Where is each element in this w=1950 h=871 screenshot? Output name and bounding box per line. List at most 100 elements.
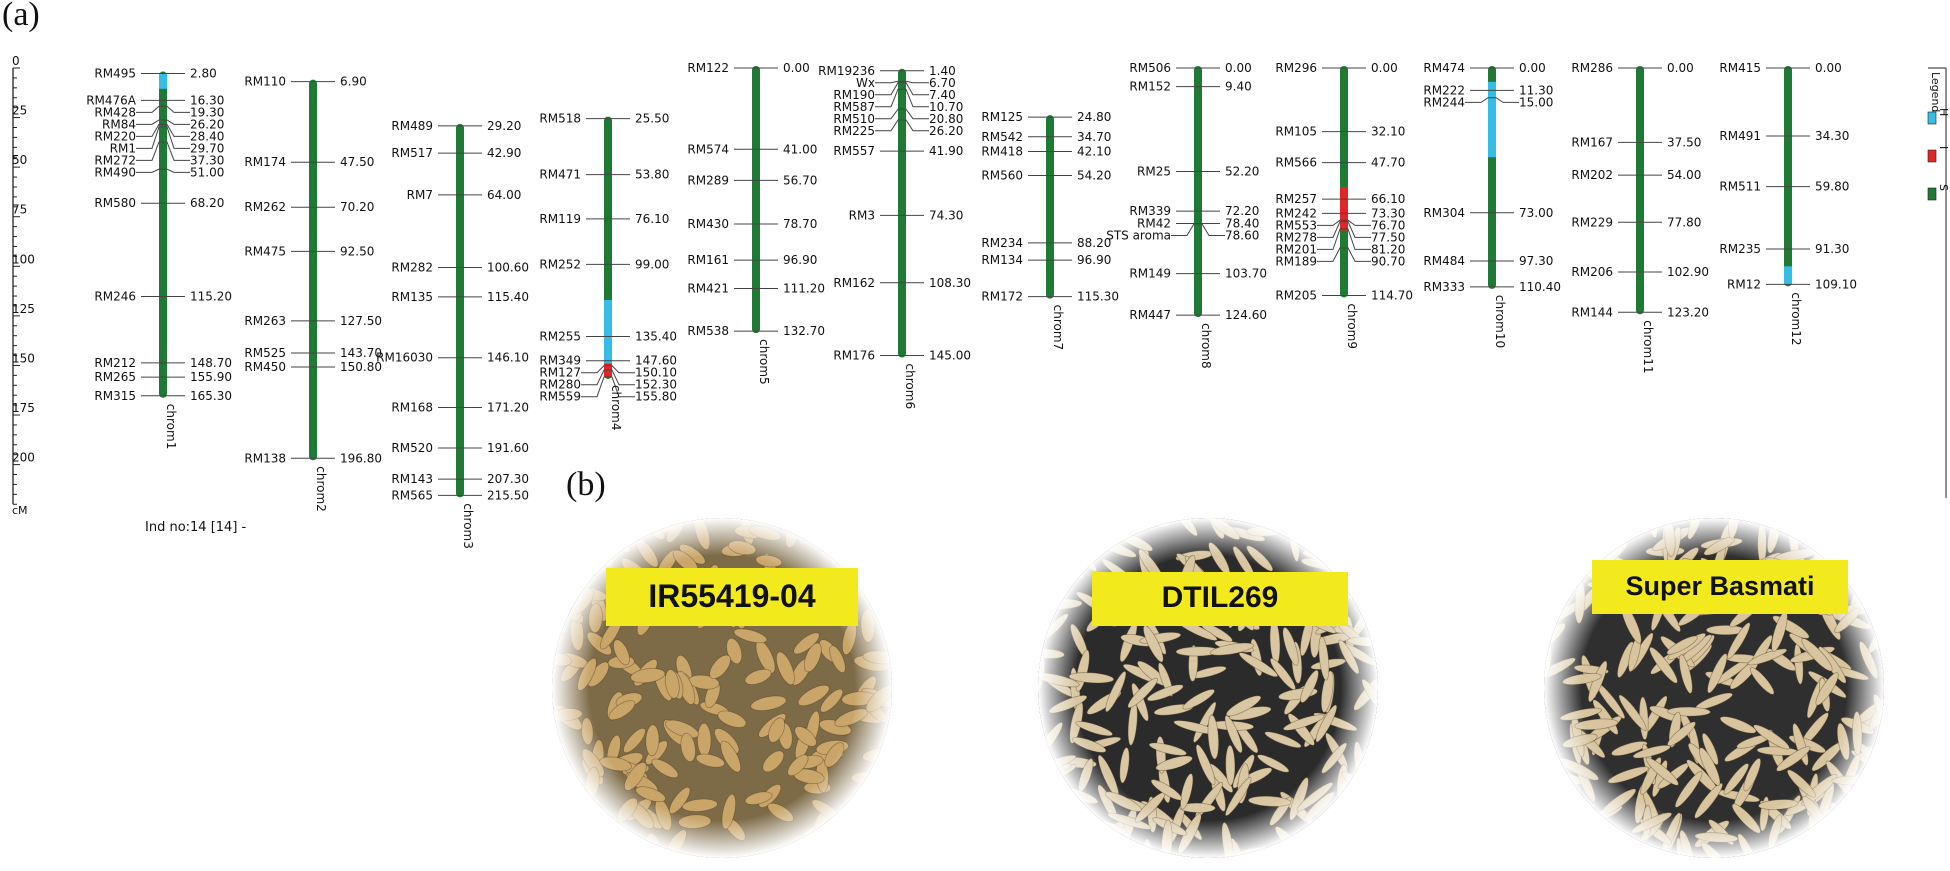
marker-name: RM201 bbox=[1275, 242, 1317, 256]
marker-line bbox=[875, 88, 929, 108]
marker-name: RM560 bbox=[981, 168, 1023, 182]
marker-position: 72.20 bbox=[1225, 204, 1259, 218]
scale-tick-label: 125 bbox=[12, 302, 35, 316]
marker-name: RM222 bbox=[1423, 83, 1465, 97]
marker-line bbox=[136, 119, 190, 125]
marker-name: RM225 bbox=[833, 124, 875, 138]
marker-position: 42.10 bbox=[1077, 144, 1111, 158]
marker-position: 196.80 bbox=[340, 451, 382, 465]
marker-name: RM263 bbox=[244, 314, 286, 328]
marker-name: RM272 bbox=[94, 153, 136, 167]
marker-line bbox=[136, 168, 190, 173]
sample-label-2: DTIL269 bbox=[1092, 572, 1348, 626]
scale-tick-label: 75 bbox=[12, 203, 27, 217]
marker-position: 41.90 bbox=[929, 144, 963, 158]
marker-name: RM105 bbox=[1275, 125, 1317, 139]
marker-name: RM450 bbox=[244, 360, 286, 374]
chromosome-segment-H bbox=[159, 73, 167, 89]
marker-position: 99.00 bbox=[635, 257, 669, 271]
marker-name: RM144 bbox=[1571, 305, 1613, 319]
marker-name: RM229 bbox=[1571, 215, 1613, 229]
legend-title: Legend bbox=[1929, 72, 1942, 112]
marker-position: 24.80 bbox=[1077, 110, 1111, 124]
marker-position: 54.20 bbox=[1077, 168, 1111, 182]
marker-name: RM474 bbox=[1423, 61, 1465, 75]
marker-position: 1.40 bbox=[929, 64, 956, 78]
marker-name: RM580 bbox=[94, 196, 136, 210]
marker-position: 124.60 bbox=[1225, 308, 1267, 322]
marker-position: 42.90 bbox=[487, 146, 521, 160]
marker-position: 127.50 bbox=[340, 314, 382, 328]
marker-line bbox=[875, 80, 929, 84]
marker-position: 52.20 bbox=[1225, 165, 1259, 179]
marker-name: RM122 bbox=[687, 61, 729, 75]
marker-line bbox=[875, 119, 929, 132]
marker-position: 147.60 bbox=[635, 354, 677, 368]
chromosome-name: chrom4 bbox=[609, 385, 623, 431]
marker-position: 78.60 bbox=[1225, 228, 1259, 242]
marker-position: 47.50 bbox=[340, 155, 374, 169]
marker-name: RM296 bbox=[1275, 61, 1317, 75]
marker-name: RM489 bbox=[391, 119, 433, 133]
marker-position: 165.30 bbox=[190, 389, 232, 403]
marker-name: RM125 bbox=[981, 110, 1023, 124]
marker-position: 0.00 bbox=[1371, 61, 1398, 75]
marker-position: 78.40 bbox=[1225, 216, 1259, 230]
chromosome-name: chrom5 bbox=[757, 339, 771, 385]
legend-swatch-I bbox=[1927, 149, 1937, 163]
marker-position: 81.20 bbox=[1371, 242, 1405, 256]
marker-position: 88.20 bbox=[1077, 236, 1111, 250]
marker-position: 59.80 bbox=[1815, 180, 1849, 194]
marker-name: RM511 bbox=[1719, 180, 1761, 194]
marker-name: RM484 bbox=[1423, 254, 1465, 268]
marker-position: 123.20 bbox=[1667, 305, 1709, 319]
marker-name: RM244 bbox=[1423, 95, 1465, 109]
marker-name: RM517 bbox=[391, 146, 433, 160]
chromosome-bar bbox=[752, 66, 760, 334]
marker-position: 78.70 bbox=[783, 217, 817, 231]
marker-name: RM7 bbox=[407, 188, 433, 202]
marker-position: 135.40 bbox=[635, 329, 677, 343]
chromosome-name: chrom10 bbox=[1493, 295, 1507, 348]
marker-name: RM220 bbox=[94, 129, 136, 143]
sample-label-3: Super Basmati bbox=[1592, 560, 1848, 614]
marker-position: 77.50 bbox=[1371, 230, 1405, 244]
marker-name: RM162 bbox=[833, 276, 875, 290]
marker-position: 2.80 bbox=[190, 67, 217, 81]
chromosome-bar bbox=[1636, 66, 1644, 315]
marker-position: 0.00 bbox=[1815, 61, 1842, 75]
chromosome-bar bbox=[1784, 66, 1792, 287]
marker-name: RM490 bbox=[94, 165, 136, 179]
marker-position: 114.70 bbox=[1371, 288, 1413, 302]
scale-tick-label: 200 bbox=[12, 451, 35, 465]
marker-name: RM557 bbox=[833, 144, 875, 158]
marker-position: 171.20 bbox=[487, 400, 529, 414]
marker-position: 53.80 bbox=[635, 168, 669, 182]
marker-name: RM421 bbox=[687, 282, 729, 296]
marker-position: 73.30 bbox=[1371, 206, 1405, 220]
chromosome-bar bbox=[1194, 66, 1202, 318]
marker-position: 47.70 bbox=[1371, 156, 1405, 170]
marker-name: RM262 bbox=[244, 200, 286, 214]
marker-position: 115.20 bbox=[190, 289, 232, 303]
marker-name: RM190 bbox=[833, 88, 875, 102]
marker-position: 70.20 bbox=[340, 200, 374, 214]
marker-position: 77.80 bbox=[1667, 215, 1701, 229]
chromosome-segment-H bbox=[1784, 266, 1792, 285]
marker-position: 76.10 bbox=[635, 212, 669, 226]
marker-position: 0.00 bbox=[783, 61, 810, 75]
marker-position: 68.20 bbox=[190, 196, 224, 210]
marker-position: 19.30 bbox=[190, 105, 224, 119]
marker-position: 54.00 bbox=[1667, 168, 1701, 182]
legend-swatch-H bbox=[1927, 111, 1937, 125]
marker-name: STS aroma bbox=[1106, 228, 1171, 242]
marker-position: 11.30 bbox=[1519, 83, 1553, 97]
marker-position: 66.10 bbox=[1371, 192, 1405, 206]
marker-name: RM234 bbox=[981, 236, 1023, 250]
linkage-map: 0 25 50 75 100 125 150 175 200 cM Ind no:14 [14] -… bbox=[12, 54, 1950, 549]
marker-name: RM205 bbox=[1275, 288, 1317, 302]
marker-position: 146.10 bbox=[487, 351, 529, 365]
marker-line bbox=[136, 105, 190, 113]
marker-line bbox=[875, 82, 929, 96]
marker-name: RM119 bbox=[539, 212, 581, 226]
